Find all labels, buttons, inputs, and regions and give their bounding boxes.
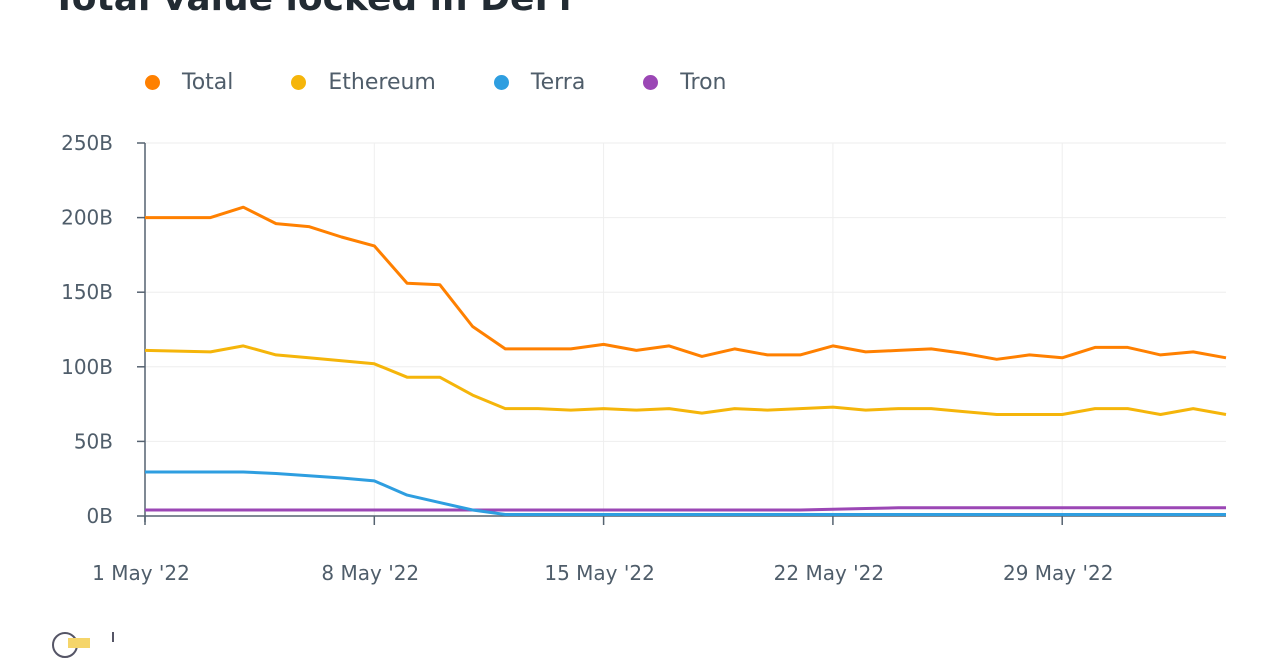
logo-divider xyxy=(112,632,114,642)
legend-label: Tron xyxy=(680,70,727,95)
y-tick-label: 0B xyxy=(87,504,113,528)
legend-dot-icon xyxy=(643,75,659,90)
legend-item-tron[interactable]: Tron xyxy=(643,70,726,95)
legend-item-ethereum[interactable]: Ethereum xyxy=(291,70,436,95)
legend-dot-icon xyxy=(493,75,509,90)
x-tick-label: 8 May '22 xyxy=(321,561,419,585)
series-line-total xyxy=(145,205,1227,361)
legend-item-terra[interactable]: Terra xyxy=(493,70,586,95)
x-tick-label: 15 May '22 xyxy=(544,561,654,585)
legend-dot-icon xyxy=(291,75,307,90)
legend-dot-icon xyxy=(145,75,160,90)
series-line-ethereum xyxy=(144,344,1227,416)
y-tick-label: 50B xyxy=(74,429,113,453)
y-tick-label: 200B xyxy=(61,206,113,230)
chart-title: Total value locked in DeFi xyxy=(52,0,571,19)
legend: Total Ethereum Terra Tron xyxy=(145,70,784,95)
legend-item-total[interactable]: Total xyxy=(145,70,233,95)
legend-label: Terra xyxy=(530,70,586,95)
x-tick-label: 29 May '22 xyxy=(1003,561,1113,585)
x-tick-label: 22 May '22 xyxy=(774,561,884,585)
x-tick-label: 1 May '22 xyxy=(92,561,190,585)
legend-label: Ethereum xyxy=(328,70,436,95)
legend-label: Total xyxy=(182,70,234,95)
series-line-tron xyxy=(145,506,1226,512)
line-chart: 0B 50B 100B 150B 200B 250B 1 May '22 8 May '22 1… xyxy=(61,131,1227,585)
series-line-terra xyxy=(145,470,1226,516)
y-tick-label: 100B xyxy=(61,355,113,379)
y-tick-label: 250B xyxy=(61,131,113,155)
y-tick-label: 150B xyxy=(61,280,113,304)
